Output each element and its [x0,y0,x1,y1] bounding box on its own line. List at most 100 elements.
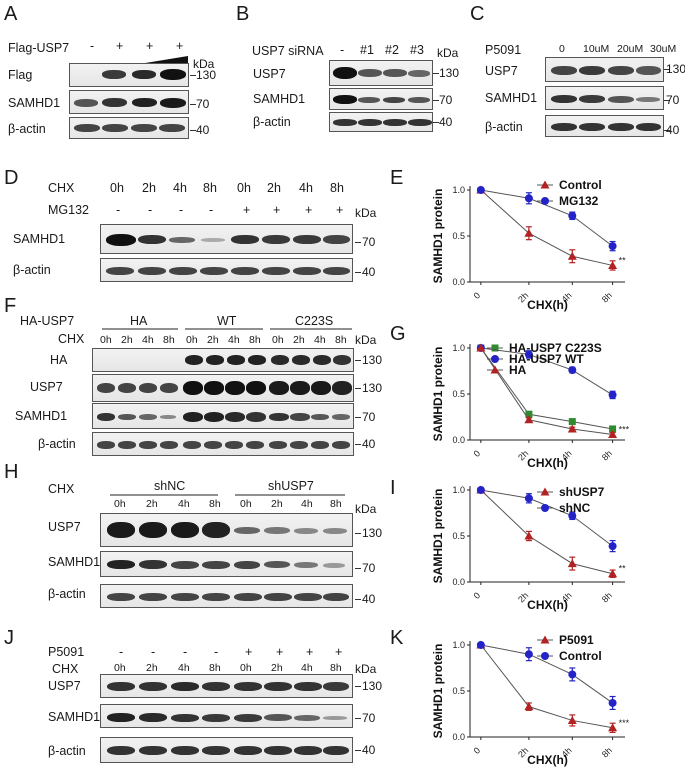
data-point [524,194,533,203]
series-line [480,644,613,704]
blot-samhd1 [100,224,353,254]
data-point [567,715,577,724]
data-point [476,186,485,194]
lane-label: - [119,645,124,659]
row-header: MG132 [48,203,89,217]
lane-label: - [214,645,219,659]
lane-label: 8h [330,498,342,510]
group-label: shNC [154,479,186,493]
marker: 40 [362,743,376,757]
blot-samhd1 [100,704,353,728]
data-point [568,366,577,375]
lane-label: + [176,39,184,53]
lane-label: 0h [237,181,251,195]
y-tick-label: 0.0 [452,435,465,445]
kda-header: kDa [355,333,377,347]
marker: 40 [362,592,376,606]
y-tick-label: 0.0 [452,277,465,287]
y-axis-label: SAMHD1 protein [431,347,445,442]
panel-letter-j: J [4,627,14,649]
legend-label: Control [559,178,602,192]
lane-label: 8h [330,662,342,674]
data-point [567,424,577,433]
lane-label: 4h [299,181,313,195]
treatment-label: USP7 siRNA [252,44,324,58]
marker: 70 [666,93,680,107]
marker: 130 [362,526,383,540]
lane-label: 0h [240,498,252,510]
marker: 40 [666,123,680,137]
legend-label: HA [509,363,527,377]
blot-samhd1 [545,86,664,110]
marker: 70 [362,561,376,575]
row-label: Flag [8,68,33,82]
lane-label: 4h [142,334,154,346]
row-label: SAMHD1 [485,91,538,105]
data-point [568,211,577,220]
legend-marker [540,635,550,644]
y-tick-label: 0.0 [452,732,465,742]
lane-label: - [340,43,345,57]
data-point [476,641,485,649]
row-label: β-actin [48,744,86,758]
lane-label: 4h [178,498,190,510]
panel-letter-c: C [470,3,485,25]
row-label: β-actin [48,587,86,601]
x-axis-label: CHX(h) [527,298,568,312]
legend-marker [541,652,549,660]
row-label: β-actin [38,437,76,451]
x-axis-label: CHX(h) [527,598,568,612]
row-label: SAMHD1 [13,232,66,246]
panel-letter-i: I [390,477,396,499]
y-tick-label: 0.0 [452,577,465,587]
y-tick-label: 0.5 [452,686,465,696]
row-label: USP7 [48,679,81,693]
y-axis-label: SAMHD1 protein [431,189,445,284]
lane-label: #2 [385,43,399,57]
legend-label: P5091 [559,633,594,647]
lane-label: 2h [146,662,158,674]
significance-label: *** [619,424,630,434]
lane-label: 2h [267,181,281,195]
y-tick-label: 1.0 [452,343,465,353]
row-label: β-actin [253,115,291,129]
marker: 130 [439,66,460,80]
series-line [480,189,613,266]
row-label: USP7 [30,380,63,394]
lane-label: 20uM [617,43,644,55]
row-label: β-actin [8,122,46,136]
data-point [524,350,533,359]
kda-header: kDa [355,206,377,220]
significance-label: ** [619,564,627,574]
lane-label: + [273,203,281,217]
row-header: CHX [52,662,79,676]
legend-marker [541,504,549,512]
panel-letter-h: H [4,461,19,483]
panel-letter-f: F [4,295,17,317]
data-point [567,559,577,568]
lane-label: - [116,203,121,217]
kda-header: kDa [355,662,377,676]
data-point [524,531,534,540]
legend-label: HA-USP7 WT [509,352,584,366]
y-axis-label: SAMHD1 protein [431,644,445,739]
data-point [568,511,577,520]
marker: 40 [196,123,210,137]
lane-label: 0h [110,181,124,195]
lane-label: + [335,645,343,659]
lane-label: 0h [272,334,284,346]
legend-label: shUSP7 [559,485,605,499]
blot-actin [100,258,353,282]
panel-letter-g: G [390,323,406,345]
lane-label: 8h [330,181,344,195]
blot-samhd1 [69,90,189,114]
legend-label: Control [559,649,602,663]
data-point [568,418,576,426]
row-label: USP7 [48,520,81,534]
